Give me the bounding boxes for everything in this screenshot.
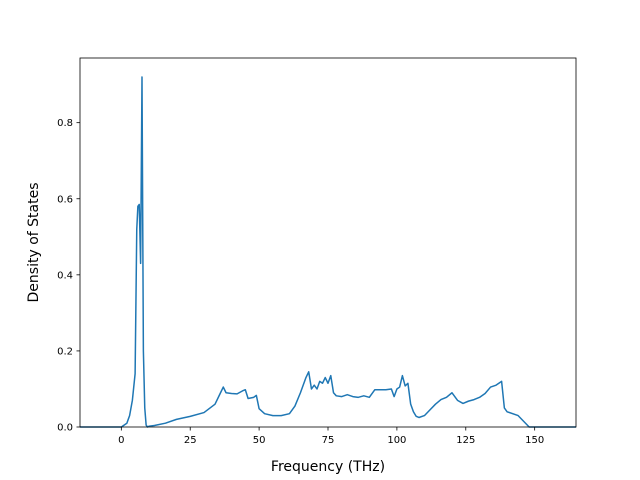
x-tick-label: 50	[253, 435, 266, 446]
x-axis-label: Frequency (THz)	[271, 459, 385, 475]
x-tick-label: 75	[322, 435, 335, 446]
axes-frame	[79, 57, 577, 428]
y-tick-label: 0.6	[57, 194, 73, 205]
y-axis-label: Density of States	[26, 183, 42, 303]
y-tick-label: 0.0	[57, 423, 73, 434]
x-tick-label: 0	[118, 435, 124, 446]
x-tick-label: 150	[525, 435, 544, 446]
y-tick-label: 0.4	[57, 270, 73, 281]
y-axis-ticks: 0.0 0.2 0.4 0.6 0.8	[57, 118, 80, 434]
x-tick-label: 125	[456, 435, 475, 446]
y-tick-label: 0.8	[57, 118, 73, 129]
x-tick-label: 25	[184, 435, 197, 446]
x-tick-label: 100	[387, 435, 406, 446]
x-axis-ticks: 0 25 50 75 100 125 150	[118, 427, 544, 446]
y-tick-label: 0.2	[57, 346, 73, 357]
